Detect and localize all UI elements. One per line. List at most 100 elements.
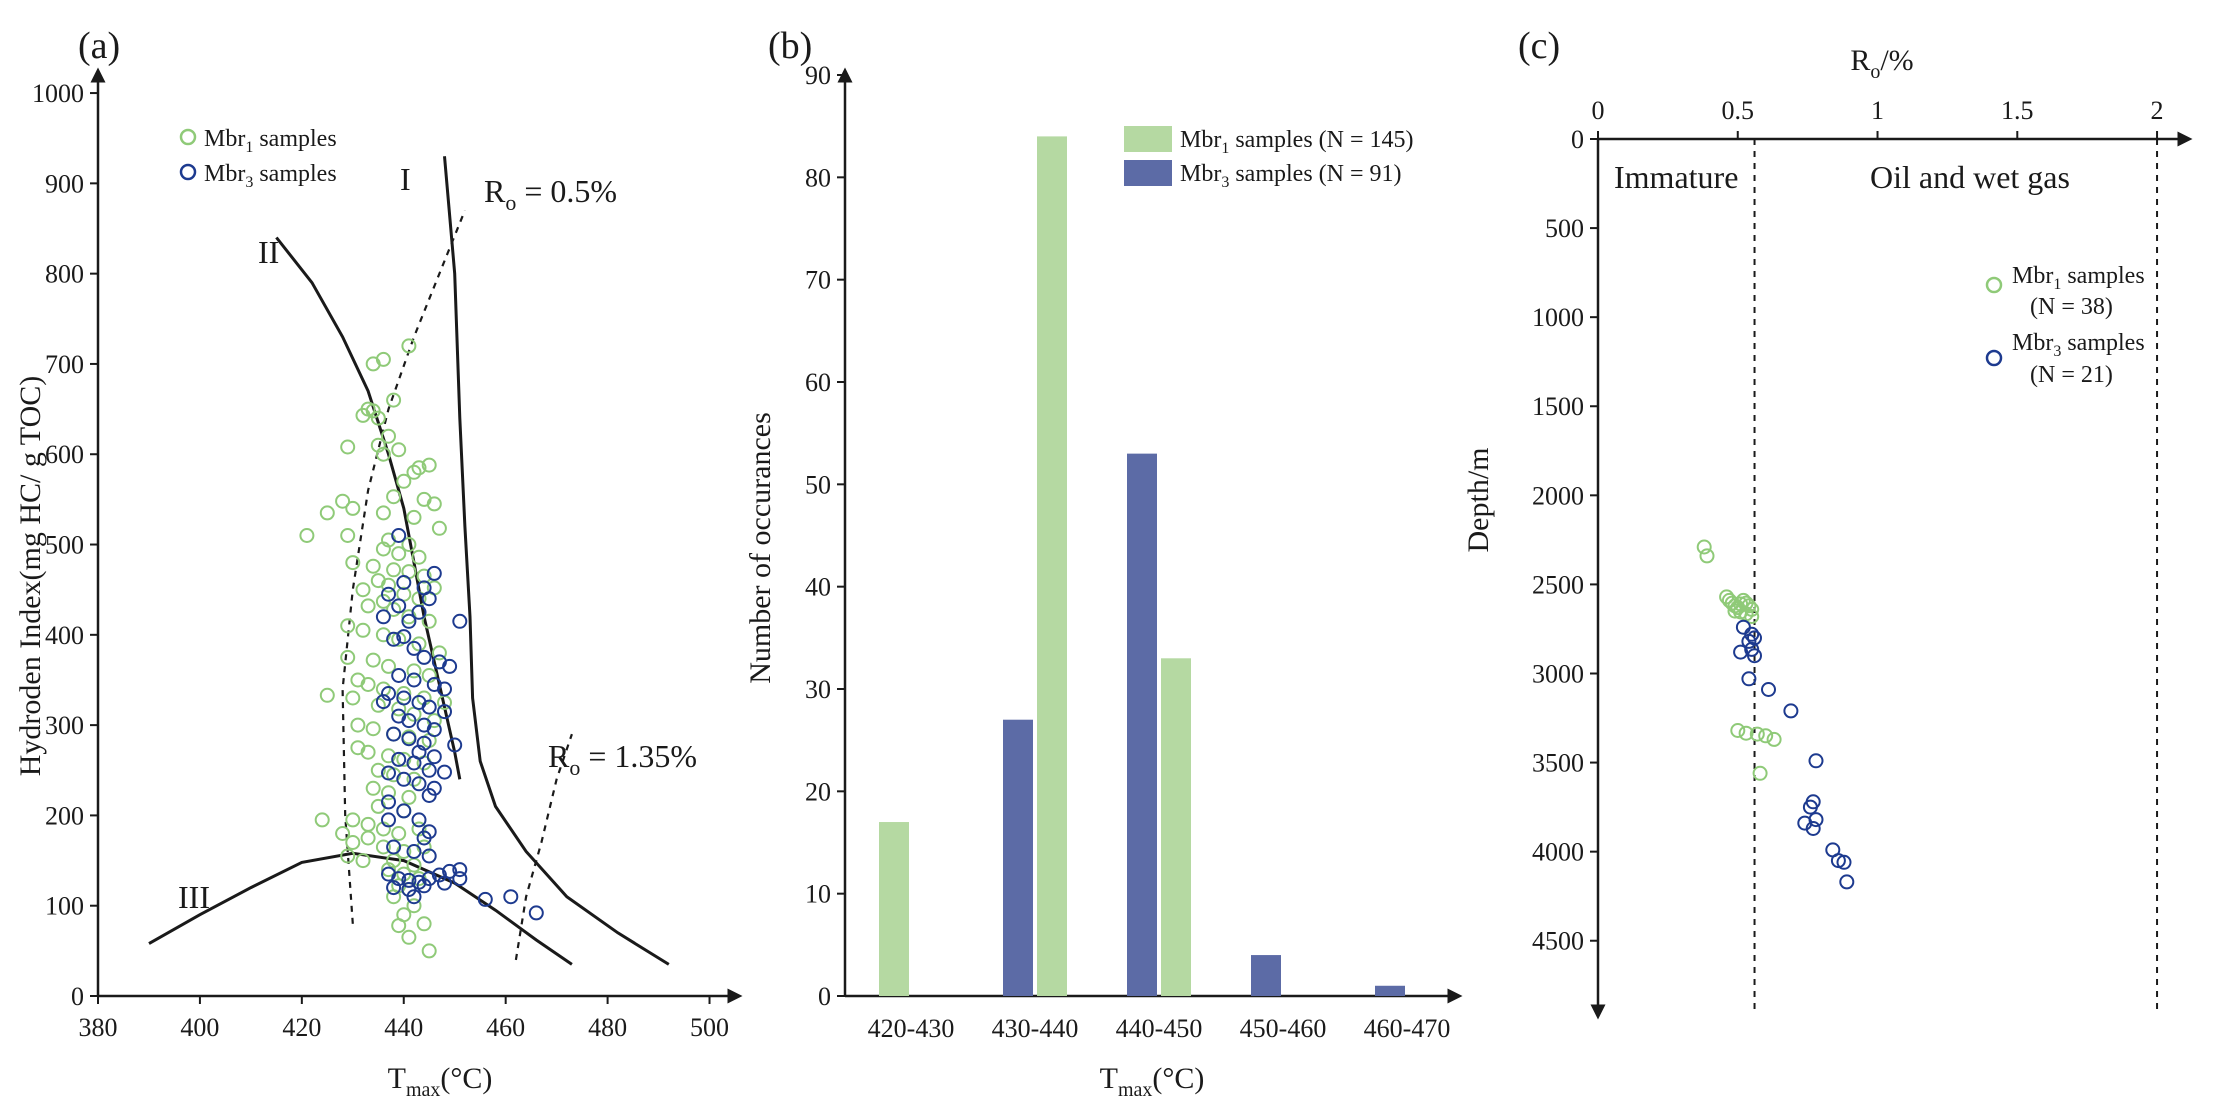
panel-a-y-label: Hydroden Index(mg HC/ g TOC) [14, 376, 47, 777]
panel-a-y-tick-label: 0 [71, 982, 84, 1011]
mbr1-point [431, 645, 447, 661]
panel-c-x-tick-label: 1 [1871, 96, 1884, 125]
mbr1-point [345, 690, 361, 706]
mbr3-point [426, 722, 442, 738]
kerogen-type-1-label: I [400, 161, 411, 197]
mbr3-point [396, 771, 412, 787]
panel-c-points [1696, 539, 1855, 890]
mbr1-point [345, 812, 361, 828]
panel-a-y-tick-label: 700 [45, 350, 84, 379]
mbr1-point [381, 785, 396, 801]
mbr1-point [421, 457, 437, 473]
ro-1-35-label: Ro = 1.35% [548, 738, 697, 780]
panel-a-x-label: Tmax(°C) [388, 1062, 493, 1101]
panel-a-y-tick-label: 100 [45, 892, 84, 921]
panel-b-bars [879, 136, 1405, 997]
mbr3-point [437, 764, 452, 780]
mbr1-point [421, 613, 437, 629]
mbr1-point [1749, 726, 1765, 742]
mbr3-point [1805, 821, 1821, 836]
ro-0-5-label: Ro = 0.5% [484, 173, 617, 215]
panel-b-x-tick-label: 460-470 [1364, 1014, 1451, 1043]
mbr3-point [421, 699, 437, 715]
mbr1-point [391, 546, 407, 562]
mbr1-point [406, 509, 422, 525]
mbr3-point [437, 681, 452, 697]
mbr3-point [528, 905, 544, 921]
mbr1-point [319, 505, 335, 521]
mbr3-point [391, 528, 407, 543]
panel-b-x-tick-label: 440-450 [1116, 1014, 1203, 1043]
mbr3-point [401, 731, 417, 747]
mbr1-point [1727, 603, 1743, 619]
legend-mbr1-n: (N = 38) [2030, 294, 2113, 320]
panel-c-y-tick-label: 0 [1571, 125, 1584, 154]
mbr3-point [1735, 619, 1751, 635]
mbr1-point [411, 460, 427, 476]
mbr3-point [391, 751, 407, 767]
mbr1-point [426, 496, 442, 512]
panel-b-y-tick-label: 40 [805, 573, 831, 602]
panel-b-y-label: Number of occurances [744, 412, 777, 684]
mbr1-point [299, 528, 315, 543]
panel-c-x-tick-label: 0 [1592, 96, 1605, 125]
mbr1-point [355, 582, 371, 598]
mbr3-point [411, 604, 427, 620]
legend-mbr3-text: Mbr3 samples [204, 161, 337, 191]
mbr1-point [360, 677, 376, 692]
panel-a-axes: 0 100 200 300 400 500 600 700 800 900 1000 380 400 42… [32, 67, 743, 1042]
panel-b-y-tick-label: 90 [805, 61, 831, 90]
panel-b-x-tick-label: 450-460 [1240, 1014, 1327, 1043]
mbr3-point [477, 891, 493, 907]
mbr1-point [340, 848, 356, 864]
mbr1-point [1766, 731, 1782, 747]
legend-mbr1-swatch [1124, 126, 1172, 152]
zone-immature-label: Immature [1614, 159, 1738, 195]
panel-a-y-tick-label: 800 [45, 260, 84, 289]
mbr1-point [386, 392, 402, 408]
mbr3-point [381, 586, 396, 602]
mbr3-point [1839, 874, 1855, 890]
panel-c-y-tick-label: 1000 [1532, 303, 1584, 332]
panel-a-x-tick-label: 500 [690, 1013, 729, 1042]
mbr3-point [452, 613, 468, 629]
mbr1-point [365, 721, 381, 737]
mbr3-point [1744, 626, 1760, 642]
panel-a-y-tick-label: 200 [45, 801, 84, 830]
panel-a-y-tick-label: 500 [45, 531, 84, 560]
legend-mbr1-text: Mbr1 samples [204, 126, 337, 156]
mbr3-point [381, 812, 396, 828]
mbr1-point [319, 687, 335, 703]
mbr1-point [1744, 609, 1760, 624]
mbr3-point [386, 631, 402, 647]
panel-b-y-tick-label: 80 [805, 163, 831, 192]
panel-a: (a) 0 100 200 300 400 500 600 700 800 900 1000 380 4… [14, 25, 743, 1101]
panel-c-y-tick-label: 4000 [1532, 838, 1584, 867]
mbr1-point [1696, 539, 1712, 555]
mbr3-point [391, 668, 407, 683]
mbr3-point [381, 686, 396, 701]
mbr1-point [365, 558, 381, 574]
mbr3-point [406, 672, 422, 688]
mbr1-point [375, 839, 391, 855]
panel-c-y-tick-label: 2500 [1532, 570, 1584, 599]
kerogen-type-3-curve [148, 851, 573, 966]
mbr1-point [406, 464, 422, 480]
mbr1-point [391, 826, 407, 841]
mbr1-point [345, 835, 361, 850]
kerogen-type-2-label: II [258, 234, 279, 270]
mbr3-point [406, 889, 422, 905]
panel-c-x-tick-label: 2 [2151, 96, 2164, 125]
mbr3-point [416, 878, 432, 894]
kerogen-type-3-label: III [178, 879, 210, 915]
mbr1-point [345, 500, 361, 516]
mbr1-point [355, 853, 371, 869]
mbr1-point [1758, 728, 1774, 744]
panel-a-legend: Mbr1 samples Mbr3 samples [179, 126, 337, 191]
legend-mbr1-marker [1985, 276, 2003, 294]
panel-c-x-tick-label: 1.5 [2001, 96, 2034, 125]
mbr1-point [375, 446, 391, 462]
mbr1-point [381, 748, 396, 764]
zone-oil-wet-gas-label: Oil and wet gas [1870, 159, 2070, 195]
panel-a-label: (a) [78, 25, 120, 67]
